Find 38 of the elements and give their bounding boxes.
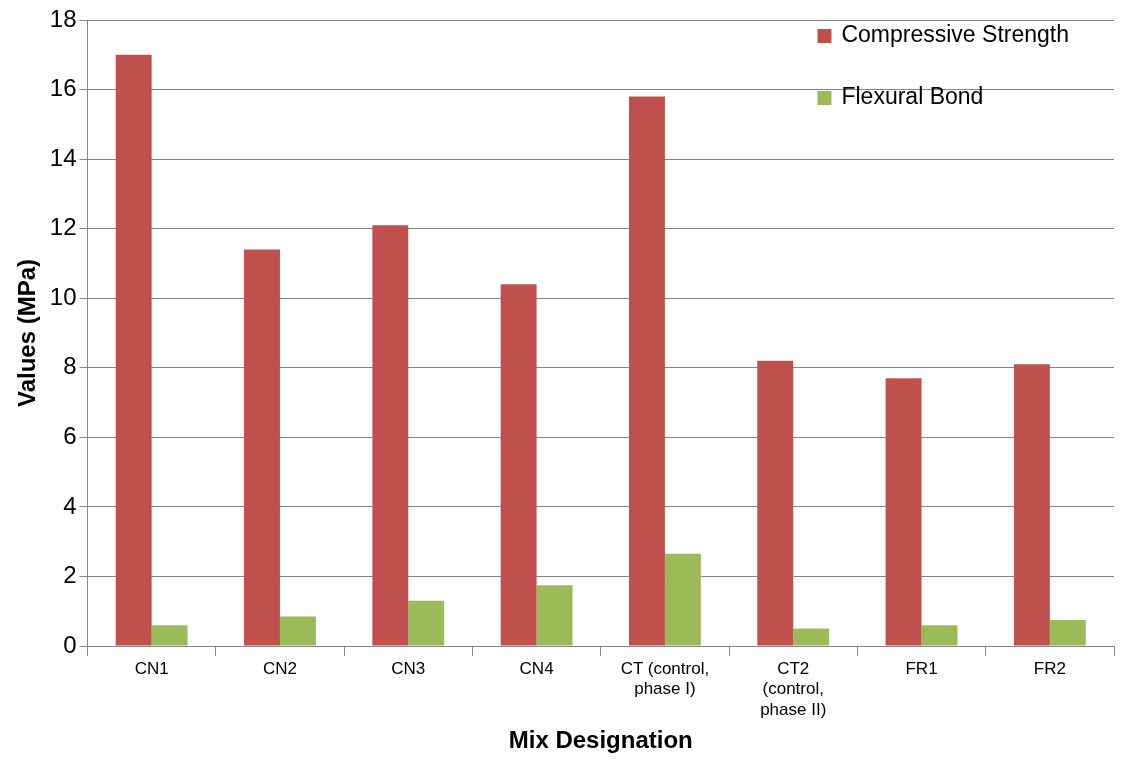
bar [757,360,794,646]
x-tick-label: CN4 [519,658,554,678]
y-tick-label: 16 [49,74,77,102]
legend-label: Flexural Bond [841,83,984,110]
x-tick-label: CN3 [391,658,426,678]
y-tick-label: 10 [49,282,77,310]
bar [244,249,280,646]
bar [921,625,958,646]
bar [536,585,573,646]
bar [793,628,830,646]
x-tick-label: CT (control, phase I) [620,658,710,699]
y-tick-label: 14 [49,143,77,171]
bar [408,600,445,646]
y-tick-label: 12 [49,213,77,241]
bar [1013,364,1050,646]
x-tick-label: CT2 (control, phase II) [760,658,827,719]
y-tick-label: 6 [63,421,77,449]
bar [279,616,316,646]
x-tick-label: CN2 [262,658,297,678]
y-tick-label: 2 [63,561,77,589]
x-tick-label: FR1 [905,658,938,678]
y-tick-label: 4 [63,491,77,519]
x-tick-label: FR2 [1033,658,1066,678]
bar [1049,619,1086,646]
bar [151,625,188,646]
bar [115,54,152,646]
bar [372,225,409,646]
bar [628,96,665,646]
y-tick-label: 0 [63,630,77,658]
x-tick-label: CN1 [134,658,169,678]
bar [885,378,922,646]
y-axis-title: Values (MPa) [13,258,41,408]
legend-label: Compressive Strength [841,21,1070,48]
y-tick-label: 8 [63,352,77,380]
bar [500,284,537,646]
bar [664,553,701,646]
x-axis-title: Mix Designation [508,726,693,754]
y-tick-label: 18 [49,4,77,32]
